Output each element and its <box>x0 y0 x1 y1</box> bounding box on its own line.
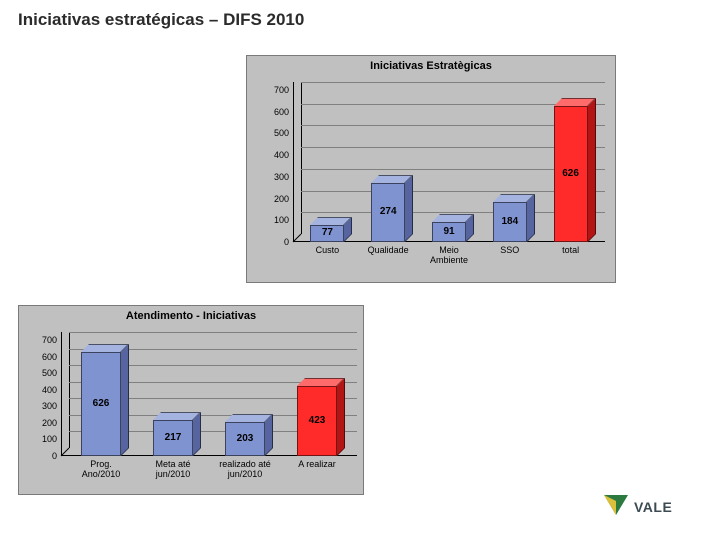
bar-value-label: 203 <box>237 433 254 444</box>
bar-value-label: 77 <box>322 227 333 238</box>
bar-value-label: 184 <box>501 216 518 227</box>
chart2-plot-area: 626 217 203 423 <box>61 332 357 456</box>
chart-bar: 423 <box>297 378 345 456</box>
y-tick-label: 500 <box>19 368 57 378</box>
chart-bar: 77 <box>310 217 352 242</box>
vale-logo: VALE <box>602 493 692 526</box>
y-tick-label: 700 <box>247 85 289 95</box>
x-category-label: realizado atéjun/2010 <box>217 460 273 480</box>
x-category-label: SSO <box>485 246 535 256</box>
y-tick-label: 400 <box>19 385 57 395</box>
x-category-label: Prog.Ano/2010 <box>73 460 129 480</box>
y-tick-label: 600 <box>19 352 57 362</box>
chart-iniciativas-estrategicas: Iniciativas Estratègicas 77 274 91 184 626 0… <box>246 55 616 283</box>
y-tick-label: 100 <box>19 434 57 444</box>
chart-bar: 274 <box>371 175 413 242</box>
bar-value-label: 274 <box>380 206 397 217</box>
chart-bar: 626 <box>81 344 129 456</box>
y-tick-label: 300 <box>19 401 57 411</box>
chart1-title: Iniciativas Estratègicas <box>370 60 492 72</box>
chart-bar: 203 <box>225 414 273 456</box>
chart-atendimento-iniciativas: Atendimento - Iniciativas 626 217 203 423 0… <box>18 305 364 495</box>
x-category-label: Meta atéjun/2010 <box>145 460 201 480</box>
page-title: Iniciativas estratégicas – DIFS 2010 <box>18 10 304 30</box>
y-tick-label: 0 <box>19 451 57 461</box>
y-tick-label: 600 <box>247 107 289 117</box>
chart-bar: 217 <box>153 412 201 456</box>
bar-value-label: 626 <box>562 168 579 179</box>
x-category-label: Qualidade <box>363 246 413 256</box>
logo-text: VALE <box>634 499 672 515</box>
bar-value-label: 91 <box>443 226 454 237</box>
x-category-label: Custo <box>302 246 352 256</box>
y-tick-label: 200 <box>19 418 57 428</box>
y-tick-label: 500 <box>247 128 289 138</box>
y-tick-label: 300 <box>247 172 289 182</box>
bar-value-label: 217 <box>165 432 182 443</box>
chart-bar: 184 <box>493 194 535 242</box>
x-category-label: total <box>546 246 596 256</box>
chart-bar: 626 <box>554 98 596 242</box>
y-tick-label: 0 <box>247 237 289 247</box>
x-category-label: MeioAmbiente <box>424 246 474 266</box>
y-tick-label: 700 <box>19 335 57 345</box>
bar-value-label: 423 <box>309 415 326 426</box>
chart1-plot-area: 77 274 91 184 626 <box>293 82 605 242</box>
x-category-label: A realizar <box>289 460 345 470</box>
y-tick-label: 200 <box>247 194 289 204</box>
bar-value-label: 626 <box>93 398 110 409</box>
y-tick-label: 100 <box>247 215 289 225</box>
y-tick-label: 400 <box>247 150 289 160</box>
chart-bar: 91 <box>432 214 474 242</box>
chart2-title: Atendimento - Iniciativas <box>126 310 256 322</box>
